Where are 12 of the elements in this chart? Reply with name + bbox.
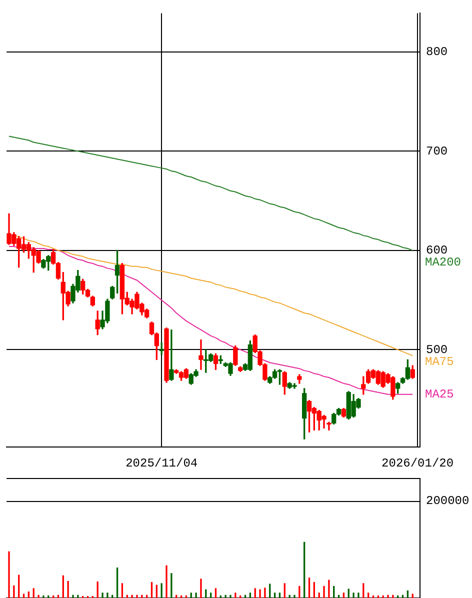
y-tick-label: 500 <box>426 342 448 357</box>
series-label: MA200 <box>425 256 462 270</box>
x-tick-label: 2025/11/04 <box>126 456 198 470</box>
x-tick-label: 2026/01/20 <box>382 456 454 470</box>
candlestick <box>169 330 174 381</box>
text: 200000 <box>426 494 470 508</box>
series-label: MA75 <box>425 354 454 369</box>
series-label: MA25 <box>425 388 454 402</box>
candlestick <box>198 339 204 370</box>
y-tick-label: 700 <box>426 144 448 158</box>
y-tick-label: 600 <box>426 244 448 258</box>
y-tick-label: 800 <box>426 45 448 60</box>
